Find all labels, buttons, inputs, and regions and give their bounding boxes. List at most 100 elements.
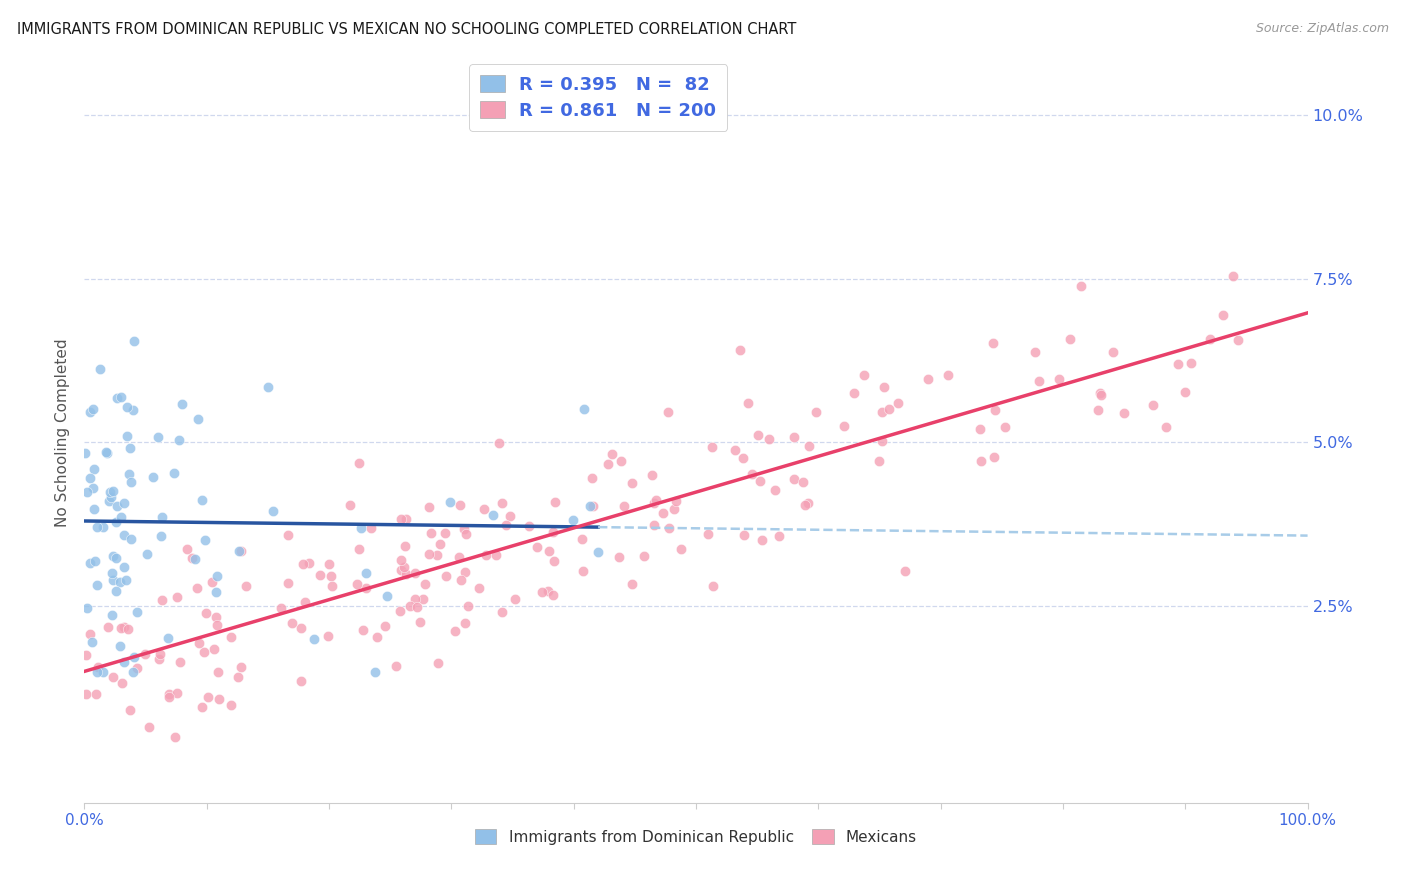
Point	[586, 545, 609, 559]
Point	[150, 593, 173, 607]
Point	[83, 502, 105, 516]
Point	[101, 573, 124, 587]
Point	[1024, 345, 1046, 359]
Point	[439, 495, 461, 509]
Point	[302, 632, 325, 646]
Point	[157, 687, 180, 701]
Point	[389, 512, 412, 526]
Point	[797, 496, 820, 510]
Point	[201, 574, 224, 589]
Point	[792, 475, 814, 489]
Point	[449, 498, 471, 512]
Point	[938, 368, 960, 383]
Point	[108, 639, 131, 653]
Point	[347, 456, 370, 470]
Point	[228, 544, 250, 558]
Point	[983, 450, 1005, 464]
Point	[389, 553, 412, 567]
Point	[582, 500, 605, 514]
Point	[148, 429, 170, 443]
Point	[485, 548, 508, 562]
Point	[290, 673, 312, 688]
Point	[202, 642, 225, 657]
Point	[472, 502, 495, 516]
Point	[118, 442, 141, 456]
Point	[352, 623, 374, 637]
Point	[543, 588, 565, 602]
Point	[112, 620, 135, 634]
Point	[730, 343, 752, 357]
Point	[195, 607, 218, 621]
Point	[181, 551, 204, 566]
Point	[347, 541, 370, 556]
Point	[488, 436, 510, 450]
Point	[190, 699, 212, 714]
Point	[104, 583, 127, 598]
Point	[112, 655, 135, 669]
Point	[491, 496, 513, 510]
Point	[758, 433, 780, 447]
Point	[157, 690, 180, 705]
Point	[886, 396, 908, 410]
Point	[609, 454, 631, 468]
Point	[751, 533, 773, 547]
Point	[205, 617, 228, 632]
Point	[1028, 374, 1050, 388]
Point	[1047, 372, 1070, 386]
Point	[120, 475, 142, 490]
Point	[495, 518, 517, 533]
Point	[277, 576, 299, 591]
Point	[166, 686, 188, 700]
Point	[105, 500, 128, 514]
Point	[1174, 385, 1197, 400]
Point	[868, 454, 890, 468]
Point	[620, 576, 643, 591]
Point	[1087, 403, 1109, 417]
Point	[1180, 356, 1202, 370]
Point	[526, 541, 548, 555]
Point	[360, 521, 382, 535]
Point	[167, 433, 190, 447]
Point	[394, 539, 416, 553]
Point	[117, 622, 139, 636]
Point	[1198, 332, 1220, 346]
Point	[176, 541, 198, 556]
Point	[191, 493, 214, 508]
Point	[207, 665, 229, 679]
Point	[700, 440, 723, 454]
Point	[652, 506, 675, 520]
Point	[82, 481, 104, 495]
Point	[1154, 420, 1177, 434]
Point	[468, 581, 491, 595]
Point	[449, 549, 471, 564]
Point	[420, 526, 443, 541]
Point	[76, 601, 98, 615]
Point	[112, 560, 135, 574]
Point	[118, 703, 141, 717]
Point	[100, 485, 122, 500]
Point	[917, 371, 939, 385]
Point	[136, 547, 159, 561]
Point	[112, 528, 135, 542]
Point	[79, 405, 101, 419]
Point	[409, 615, 432, 630]
Point	[794, 498, 817, 512]
Point	[277, 527, 299, 541]
Point	[79, 471, 101, 485]
Point	[373, 619, 395, 633]
Point	[84, 554, 107, 568]
Point	[877, 401, 900, 416]
Point	[98, 494, 121, 508]
Point	[503, 591, 526, 606]
Point	[427, 656, 450, 670]
Point	[538, 543, 561, 558]
Point	[108, 575, 131, 590]
Point	[426, 548, 449, 562]
Point	[737, 396, 759, 410]
Point	[454, 565, 477, 579]
Point	[702, 579, 724, 593]
Point	[316, 629, 339, 643]
Point	[356, 581, 378, 595]
Point	[418, 500, 440, 515]
Point	[1212, 308, 1234, 322]
